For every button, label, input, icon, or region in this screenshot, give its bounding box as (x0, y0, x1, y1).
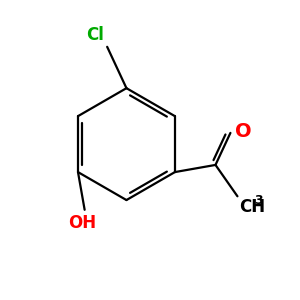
Text: CH: CH (239, 198, 265, 216)
Text: O: O (235, 122, 251, 141)
Text: OH: OH (68, 214, 96, 232)
Text: Cl: Cl (86, 26, 104, 44)
Text: 3: 3 (254, 194, 263, 207)
